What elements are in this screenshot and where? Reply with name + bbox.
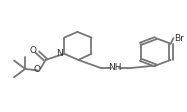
Text: O: O (33, 65, 40, 74)
Text: O: O (30, 46, 37, 55)
Text: Br: Br (174, 34, 184, 43)
Text: NH: NH (108, 63, 122, 72)
Text: N: N (56, 49, 63, 58)
